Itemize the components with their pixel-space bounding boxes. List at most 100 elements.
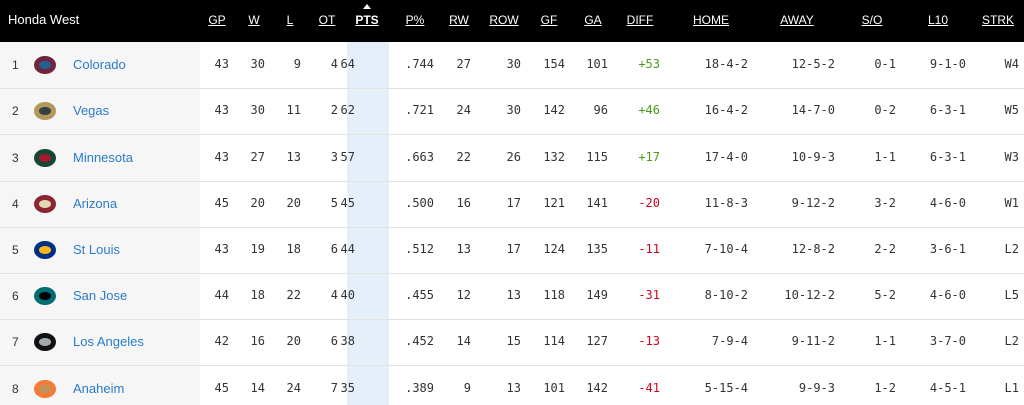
- stat-cell: 11: [286, 103, 301, 118]
- stat-cell: 7-9-4: [711, 334, 748, 349]
- stat-cell: 13: [456, 241, 471, 256]
- stat-cell: 43: [214, 241, 229, 256]
- team-column-bg: [0, 42, 200, 405]
- stat-cell: 114: [543, 334, 565, 349]
- stat-cell: 14-7-0: [791, 103, 835, 118]
- team-logo: [34, 194, 56, 213]
- stat-cell: 127: [586, 334, 608, 349]
- stat-cell: W5: [1004, 103, 1019, 118]
- column-header[interactable]: GP: [208, 13, 226, 27]
- column-header[interactable]: GA: [584, 13, 602, 27]
- column-header[interactable]: ROW: [489, 13, 519, 27]
- stat-cell: 9: [463, 380, 471, 395]
- stat-cell: .663: [405, 149, 434, 164]
- stat-cell: 38: [340, 334, 355, 349]
- stat-cell: W1: [1004, 195, 1019, 210]
- stat-cell: W3: [1004, 149, 1019, 164]
- stat-cell: 6-3-1: [929, 149, 966, 164]
- stat-cell: .512: [405, 241, 434, 256]
- column-header[interactable]: GF: [540, 13, 558, 27]
- stat-cell: 30: [506, 103, 521, 118]
- team-link[interactable]: Los Angeles: [73, 334, 144, 350]
- column-header[interactable]: W: [248, 13, 260, 27]
- column-header[interactable]: RW: [449, 13, 469, 27]
- stat-cell: 64: [340, 57, 355, 72]
- stat-cell: 141: [586, 195, 608, 210]
- stat-cell: 12-5-2: [791, 57, 835, 72]
- column-header[interactable]: L: [286, 13, 294, 27]
- stat-cell: 20: [286, 195, 301, 210]
- column-header[interactable]: L10: [927, 13, 949, 27]
- rank: 3: [12, 150, 19, 165]
- team-link[interactable]: Arizona: [73, 195, 118, 211]
- team-link[interactable]: Colorado: [73, 57, 126, 73]
- column-header[interactable]: STRK: [981, 13, 1015, 27]
- stat-cell: .455: [405, 288, 434, 303]
- stat-cell: 3-7-0: [929, 334, 966, 349]
- stat-cell: 2-2: [874, 241, 896, 256]
- rank: 1: [12, 58, 19, 73]
- column-header[interactable]: OT: [318, 13, 336, 27]
- stat-cell: +53: [638, 57, 660, 72]
- stat-cell: 18: [250, 288, 265, 303]
- stat-cell: 3-2: [874, 195, 896, 210]
- stat-cell: 12-8-2: [791, 241, 835, 256]
- stat-cell: .500: [405, 195, 434, 210]
- column-header[interactable]: S/O: [861, 13, 883, 27]
- stat-cell: L2: [1004, 241, 1019, 256]
- stat-cell: 40: [340, 288, 355, 303]
- row-divider: [0, 180, 1024, 182]
- header-bar: Honda West GP W L OT PTS P% RW ROW GF GA DIFF HOME A…: [0, 0, 1024, 42]
- stat-cell: 3: [330, 149, 338, 164]
- stat-cell: W4: [1004, 57, 1019, 72]
- rank: 7: [12, 335, 19, 350]
- stat-cell: 12: [456, 288, 471, 303]
- stat-cell: .744: [405, 57, 434, 72]
- stat-cell: 101: [543, 380, 565, 395]
- stat-cell: 42: [214, 334, 229, 349]
- sorted-column-bg: [347, 42, 389, 405]
- stat-cell: 121: [543, 195, 565, 210]
- stat-cell: -13: [638, 334, 660, 349]
- stat-cell: 14: [456, 334, 471, 349]
- stat-cell: 10-9-3: [791, 149, 835, 164]
- stat-cell: 149: [586, 288, 608, 303]
- stat-cell: .389: [405, 380, 434, 395]
- stat-cell: 6-3-1: [929, 103, 966, 118]
- stat-cell: 22: [286, 288, 301, 303]
- stat-cell: 17: [506, 241, 521, 256]
- stat-cell: 132: [543, 149, 565, 164]
- column-header[interactable]: PTS: [355, 13, 379, 27]
- stat-cell: 1-1: [874, 334, 896, 349]
- stat-cell: 13: [506, 380, 521, 395]
- stat-cell: 17-4-0: [704, 149, 748, 164]
- team-link[interactable]: Vegas: [73, 103, 110, 119]
- stat-cell: 16-4-2: [704, 103, 748, 118]
- column-header[interactable]: AWAY: [780, 13, 814, 27]
- stat-cell: 7-10-4: [704, 241, 748, 256]
- stat-cell: 2: [330, 103, 338, 118]
- stat-cell: 20: [250, 195, 265, 210]
- team-link[interactable]: San Jose: [73, 288, 128, 304]
- team-link[interactable]: Minnesota: [73, 149, 133, 165]
- team-link[interactable]: Anaheim: [73, 380, 125, 396]
- sort-indicator: [363, 4, 371, 9]
- stat-cell: 4: [330, 288, 338, 303]
- stat-cell: 44: [340, 241, 355, 256]
- rank: 6: [12, 289, 19, 304]
- stat-cell: 45: [214, 195, 229, 210]
- column-header[interactable]: DIFF: [626, 13, 654, 27]
- stat-cell: 9-9-3: [798, 380, 835, 395]
- row-divider: [0, 88, 1024, 90]
- team-link[interactable]: St Louis: [73, 241, 120, 257]
- stat-cell: 0-1: [874, 57, 896, 72]
- column-header[interactable]: HOME: [693, 13, 729, 27]
- stat-cell: 26: [506, 149, 521, 164]
- stat-cell: 0-2: [874, 103, 896, 118]
- column-header[interactable]: P%: [405, 13, 425, 27]
- stat-cell: 6: [330, 241, 338, 256]
- stat-cell: 24: [456, 103, 471, 118]
- row-divider: [0, 134, 1024, 136]
- stat-cell: +46: [638, 103, 660, 118]
